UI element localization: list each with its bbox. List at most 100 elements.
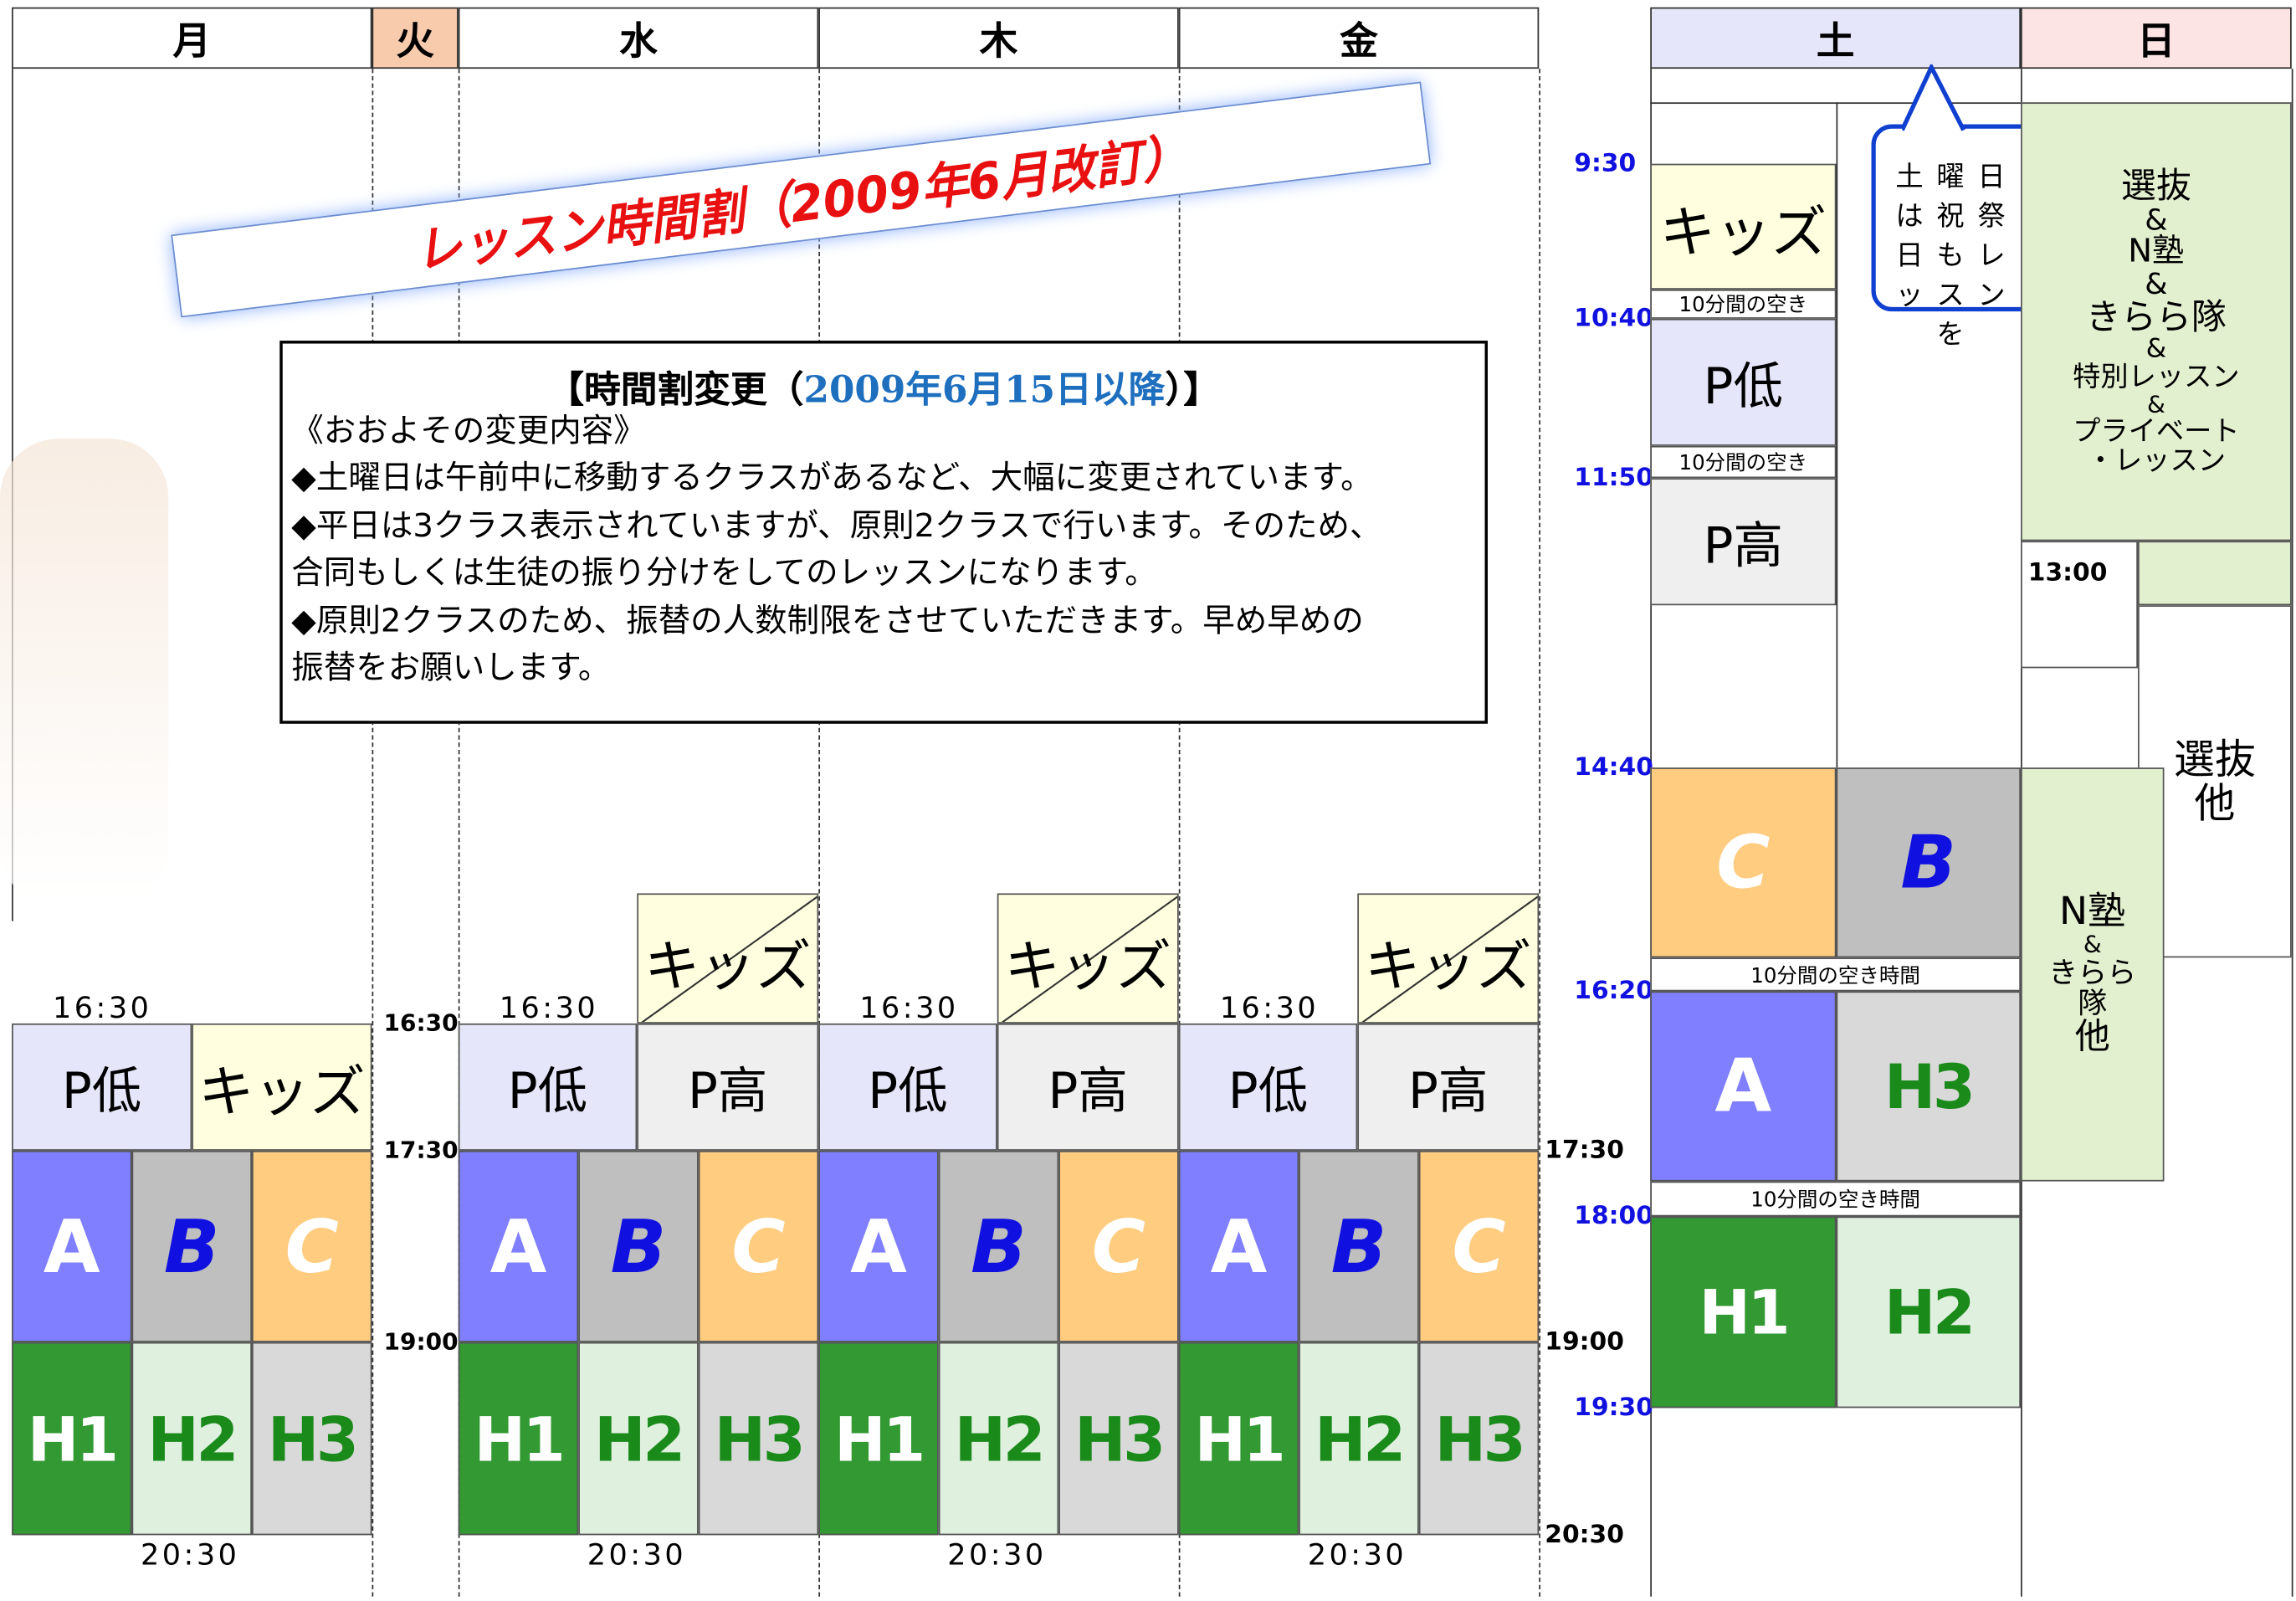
class-cell: C bbox=[252, 1150, 372, 1342]
time-label: 11:50 bbox=[1574, 463, 1653, 493]
time-label: 20:30 bbox=[587, 1537, 687, 1573]
class-cell: H3 bbox=[1418, 1342, 1540, 1536]
time-label: 9:30 bbox=[1574, 149, 1637, 179]
class-cell: A bbox=[12, 1150, 132, 1342]
kids-box: キッズ bbox=[1357, 893, 1540, 1024]
time-label: 14:40 bbox=[1574, 752, 1653, 783]
time-label: 19:30 bbox=[1574, 1393, 1653, 1423]
notice-title-part: 【時間割変更（ bbox=[547, 368, 804, 411]
column-border bbox=[1836, 102, 1838, 768]
notice-line: 《おおよその変更内容》 bbox=[291, 413, 646, 450]
class-cell: P高 bbox=[637, 1023, 819, 1151]
sunday-label: 選抜 bbox=[2120, 164, 2191, 206]
column-divider bbox=[458, 69, 460, 1597]
notice-line: ◆平日は3クラス表示されていますが、原則2クラスで行います。そのため、 bbox=[291, 508, 1382, 545]
class-cell: H1 bbox=[818, 1342, 939, 1536]
class-cell: P低 bbox=[458, 1023, 638, 1151]
sunday-block bbox=[2021, 541, 2138, 669]
sunday-label: きらら bbox=[2048, 954, 2137, 990]
class-cell: H3 bbox=[1058, 1342, 1179, 1536]
column-divider bbox=[1178, 69, 1181, 1597]
class-cell: P高 bbox=[1650, 478, 1837, 606]
notice-title: 【時間割変更（2009年6月15日以降）】 bbox=[291, 367, 1476, 414]
kids-box: キッズ bbox=[997, 893, 1179, 1024]
break-label: 10分間の空き bbox=[1650, 289, 1837, 319]
time-label: 20:30 bbox=[1545, 1520, 1624, 1550]
class-cell: C bbox=[1650, 767, 1837, 958]
class-cell: B bbox=[131, 1150, 252, 1342]
sunday-label: きらら隊 bbox=[2085, 296, 2227, 338]
sunday-label: ・レッスン bbox=[2086, 444, 2226, 476]
class-cell: B bbox=[1299, 1150, 1419, 1342]
class-cell: B bbox=[938, 1150, 1059, 1342]
sunday-block bbox=[2138, 541, 2292, 606]
callout: 土曜日は祝祭日もレッスンを bbox=[1871, 64, 2043, 351]
kids-box: キッズ bbox=[637, 893, 819, 1024]
sunday-label: N塾 bbox=[2128, 233, 2185, 270]
sunday-label: N塾 bbox=[2058, 890, 2126, 935]
class-cell: H2 bbox=[1836, 1216, 2021, 1409]
time-label: 19:00 bbox=[1545, 1327, 1624, 1357]
sunday-block: N塾 & きらら隊他 bbox=[2021, 767, 2165, 1182]
sunday-label: 他 bbox=[2194, 778, 2236, 827]
time-label: 17:30 bbox=[1545, 1136, 1624, 1166]
class-cell: H3 bbox=[698, 1342, 819, 1536]
notice-line: ◆土曜日は午前中に移動するクラスがあるなど、大幅に変更されています。 bbox=[291, 460, 1373, 497]
banner-text: レッスン時間割（2009年6月改訂） bbox=[411, 128, 1192, 281]
column-divider bbox=[818, 69, 820, 1597]
day-header: 月 bbox=[12, 7, 372, 69]
notice-line: 振替をお願いします。 bbox=[291, 650, 611, 688]
class-label: キッズ bbox=[1004, 934, 1172, 999]
class-cell: H1 bbox=[1178, 1342, 1299, 1536]
diagonal bbox=[1361, 895, 1538, 1023]
sunday-label: & bbox=[2146, 390, 2165, 418]
time-label: 20:30 bbox=[1307, 1537, 1407, 1573]
sunday-label: & bbox=[2145, 201, 2168, 237]
class-cell: P低 bbox=[818, 1023, 997, 1151]
break-label: 10分間の空き bbox=[1650, 445, 1837, 479]
notice-box: 【時間割変更（2009年6月15日以降）】 《おおよその変更内容》 ◆土曜日は午前中… bbox=[279, 341, 1488, 724]
sunday-label: & bbox=[2083, 930, 2102, 958]
column-border bbox=[2291, 69, 2293, 1597]
break-label: 10分間の空き時間 bbox=[1650, 1181, 2021, 1217]
class-cell: H2 bbox=[1299, 1342, 1419, 1536]
row-line bbox=[1650, 102, 2292, 105]
sunday-label: 他 bbox=[2074, 1016, 2110, 1057]
class-cell: H1 bbox=[458, 1342, 579, 1536]
diagonal bbox=[1001, 895, 1177, 1023]
class-cell: A bbox=[458, 1150, 579, 1342]
sunday-label: & bbox=[2145, 265, 2168, 301]
day-header: 金 bbox=[1178, 7, 1540, 69]
sunday-label: & bbox=[2145, 333, 2167, 364]
class-cell: H3 bbox=[252, 1342, 372, 1536]
day-header: 日 bbox=[2021, 7, 2292, 69]
class-cell: キッズ bbox=[192, 1023, 372, 1151]
notice-line: 合同もしくは生徒の振り分けをしてのレッスンになります。 bbox=[291, 555, 1157, 593]
class-cell: H2 bbox=[578, 1342, 699, 1536]
class-cell: A bbox=[1650, 991, 1837, 1182]
notice-line: ◆原則2クラスのため、振替の人数制限をさせていただきます。早め早めの bbox=[291, 603, 1364, 640]
time-label: 16:30 bbox=[499, 989, 599, 1025]
callout-pointer bbox=[1902, 64, 1966, 131]
time-label: 16:30 bbox=[1219, 989, 1320, 1025]
class-label: キッズ bbox=[1365, 934, 1532, 999]
class-cell: P高 bbox=[997, 1023, 1179, 1151]
class-cell: C bbox=[1418, 1150, 1540, 1342]
day-header: 水 bbox=[458, 7, 819, 69]
sunday-label: 選抜 bbox=[2173, 735, 2256, 784]
player-image bbox=[0, 439, 169, 907]
column-divider bbox=[1539, 69, 1540, 1597]
callout-text: 土曜日は祝祭日もレッスンを bbox=[1895, 161, 2019, 352]
time-label: 17:30 bbox=[383, 1136, 459, 1164]
time-label: 20:30 bbox=[141, 1537, 240, 1573]
class-cell: H3 bbox=[1836, 991, 2021, 1182]
sunday-label: プライベート bbox=[2073, 414, 2240, 447]
class-cell: B bbox=[578, 1150, 699, 1342]
class-cell: H1 bbox=[12, 1342, 132, 1536]
column-divider bbox=[372, 69, 374, 1597]
banner: レッスン時間割（2009年6月改訂） bbox=[171, 81, 1432, 318]
day-header: 木 bbox=[818, 7, 1179, 69]
time-label: 16:30 bbox=[859, 989, 959, 1025]
